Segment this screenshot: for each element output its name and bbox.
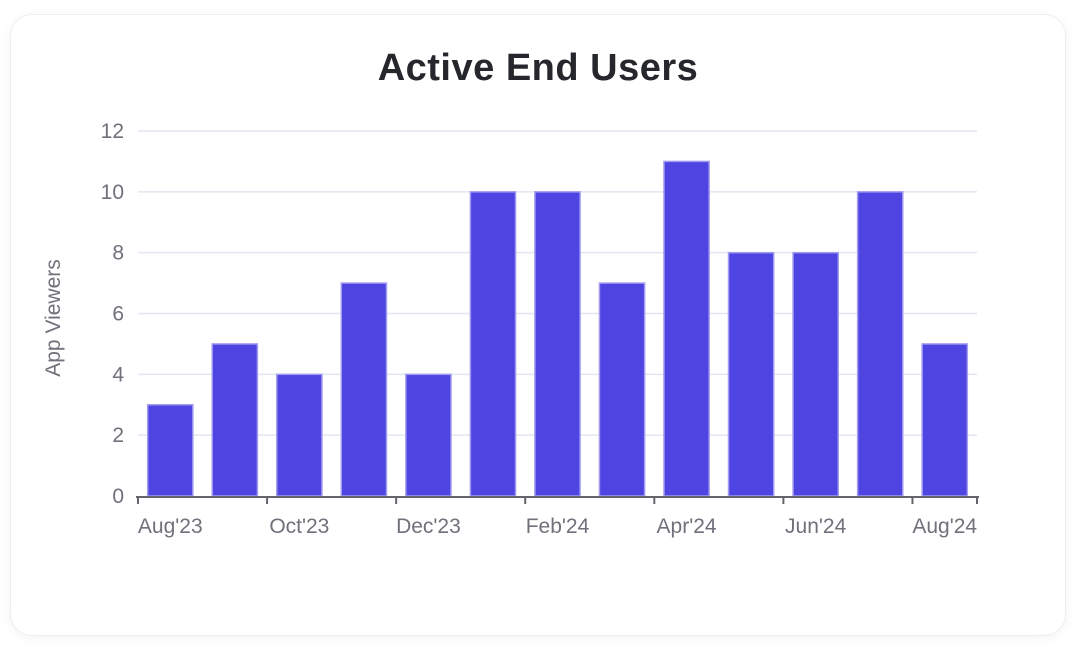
x-tick-label-dec23: Dec'23 bbox=[396, 515, 461, 538]
chart-card: Active End Users 0 2 4 6 8 10 12 Aug'23 Oct'23 De… bbox=[10, 14, 1066, 636]
bars-group bbox=[146, 160, 969, 497]
bar-chart: 0 2 4 6 8 10 12 Aug'23 Oct'23 Dec'23 Feb'24 Apr'24 J… bbox=[42, 120, 979, 538]
x-tick-label-aug24: Aug'24 bbox=[912, 515, 977, 538]
bar-oct23[interactable] bbox=[276, 373, 323, 497]
bar-may24[interactable] bbox=[727, 251, 775, 497]
y-tick-label-8: 8 bbox=[112, 242, 124, 265]
x-tick-label-jun24: Jun'24 bbox=[785, 515, 847, 538]
axes-group bbox=[136, 496, 979, 504]
y-tick-label-0: 0 bbox=[112, 485, 124, 508]
bar-feb24[interactable] bbox=[534, 191, 581, 497]
bar-mar24[interactable] bbox=[598, 282, 646, 497]
chart-title: Active End Users bbox=[377, 47, 699, 89]
bar-jun24[interactable] bbox=[792, 251, 839, 497]
bar-aug24[interactable] bbox=[921, 343, 969, 497]
y-axis-title: App Viewers bbox=[42, 259, 65, 377]
bar-jan24[interactable] bbox=[469, 191, 517, 497]
y-tick-label-4: 4 bbox=[112, 363, 124, 386]
x-tick-label-apr24: Apr'24 bbox=[657, 515, 717, 538]
bar-apr24[interactable] bbox=[663, 160, 710, 497]
x-tick-label-oct23: Oct'23 bbox=[269, 515, 329, 538]
x-tick-label-aug23: Aug'23 bbox=[138, 515, 203, 538]
bar-jul24[interactable] bbox=[856, 191, 904, 497]
y-tick-label-2: 2 bbox=[112, 424, 124, 447]
bar-aug23[interactable] bbox=[146, 404, 194, 497]
y-tick-label-12: 12 bbox=[101, 120, 124, 143]
axis-labels-group: 0 2 4 6 8 10 12 Aug'23 Oct'23 Dec'23 Feb'24 Apr'24 J… bbox=[101, 120, 978, 538]
bar-dec23[interactable] bbox=[405, 373, 452, 497]
x-tick-label-feb24: Feb'24 bbox=[526, 515, 590, 538]
bar-sep23[interactable] bbox=[211, 343, 259, 497]
y-tick-label-6: 6 bbox=[112, 303, 124, 326]
y-tick-label-10: 10 bbox=[101, 181, 124, 204]
bar-nov23[interactable] bbox=[340, 282, 388, 497]
